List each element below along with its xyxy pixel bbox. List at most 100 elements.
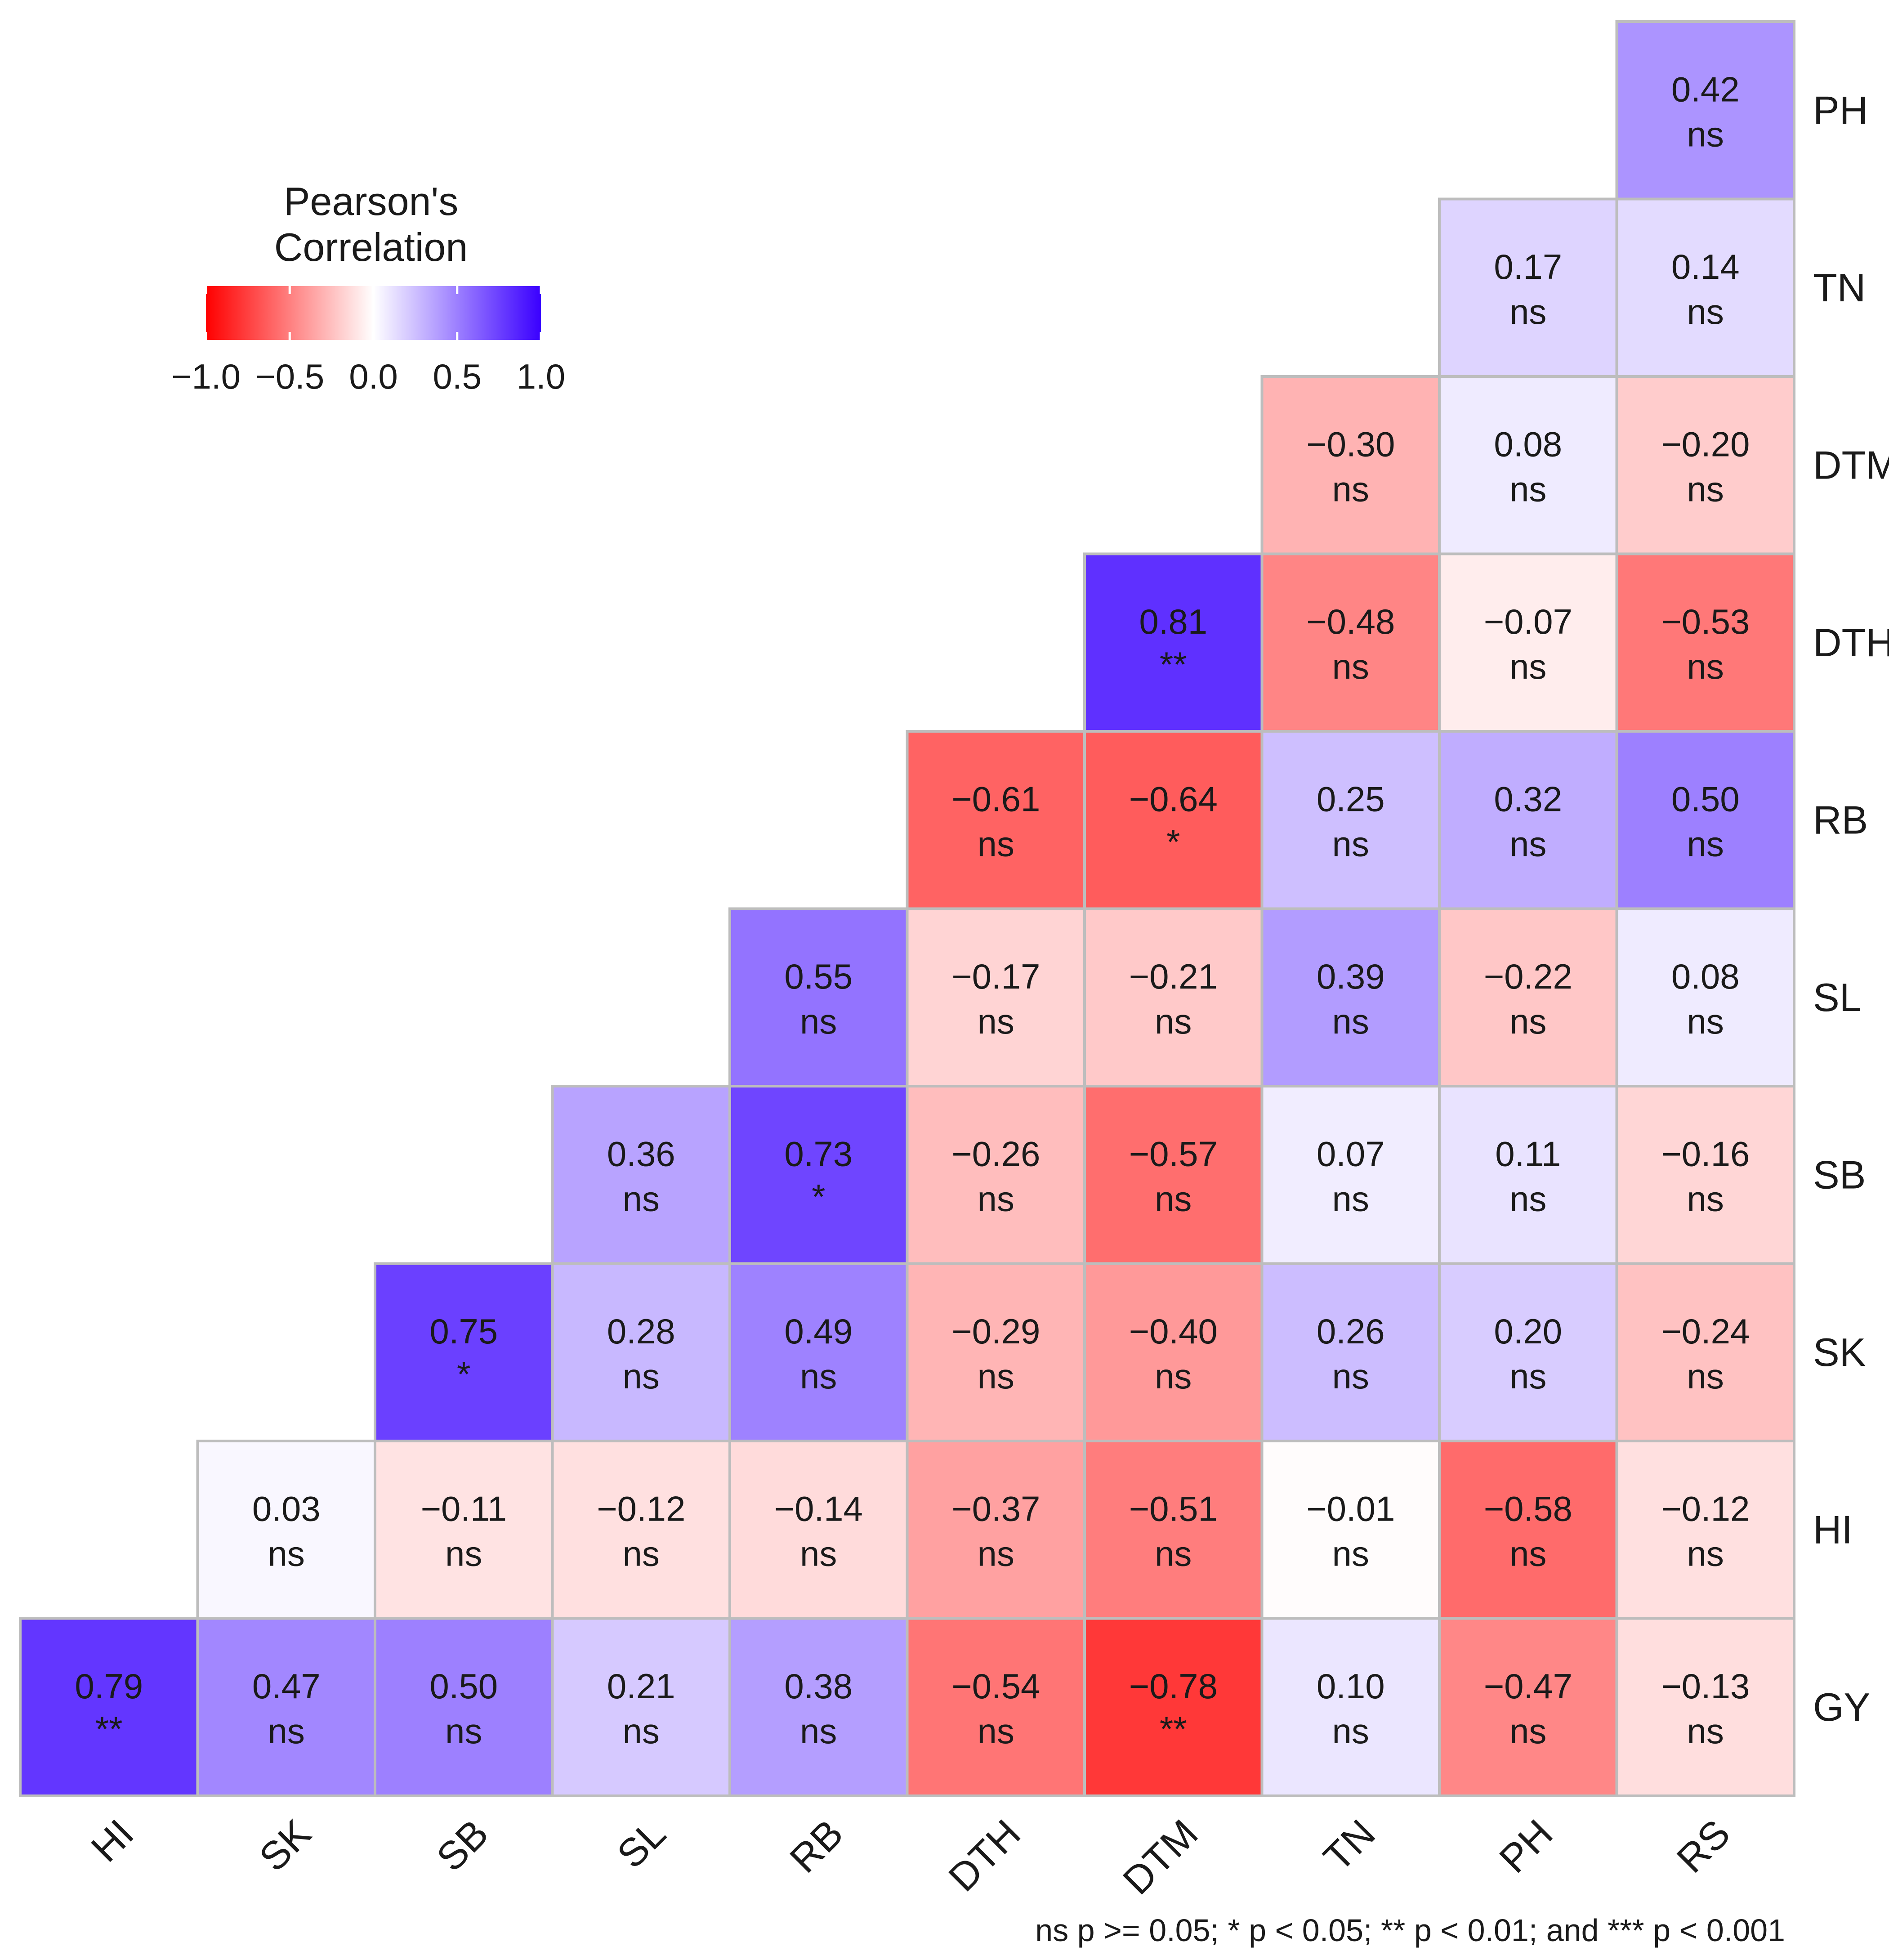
heatmap-cell: 0.03 ns	[196, 1440, 376, 1620]
heatmap-cell-fill	[1615, 907, 1795, 1087]
heatmap-cell-fill	[1615, 1440, 1795, 1620]
heatmap-cell-fill	[1615, 197, 1795, 378]
heatmap-cell-fill	[551, 1617, 731, 1797]
y-axis-label: SK	[1813, 1330, 1866, 1374]
heatmap-cell-fill	[1615, 1617, 1795, 1797]
heatmap-cell-fill	[906, 730, 1086, 910]
heatmap-cell-fill	[1260, 552, 1441, 733]
cell-value-label: 0.25	[1317, 779, 1385, 819]
heatmap-cell-fill	[906, 1085, 1086, 1265]
cell-significance-label: ns	[978, 1534, 1014, 1573]
heatmap-cell: 0.75*	[374, 1262, 554, 1442]
heatmap-cell-fill	[906, 907, 1086, 1087]
heatmap-cell-fill	[906, 1617, 1086, 1797]
heatmap-cell-fill	[551, 1085, 731, 1265]
heatmap-cell: 0.50 ns	[374, 1617, 554, 1797]
cell-significance-label: *	[812, 1177, 825, 1216]
cell-significance-label: ns	[1687, 1002, 1724, 1041]
cell-value-label: 0.21	[607, 1666, 675, 1706]
cell-significance-label: ns	[978, 1356, 1014, 1396]
cell-significance-label: ns	[1155, 1356, 1192, 1396]
x-axis-label: RB	[781, 1811, 851, 1881]
cell-value-label: −0.29	[951, 1311, 1040, 1351]
heatmap-cell: −0.13 ns	[1615, 1617, 1795, 1797]
heatmap-cell: 0.25 ns	[1260, 730, 1441, 910]
cell-significance-label: *	[1166, 822, 1180, 861]
heatmap-cell-fill	[1438, 197, 1618, 378]
cell-significance-label: **	[1160, 1709, 1187, 1749]
cell-significance-label: ns	[1687, 1356, 1724, 1396]
cell-value-label: 0.55	[784, 957, 853, 996]
cell-significance-label: ns	[800, 1002, 837, 1041]
cell-value-label: −0.13	[1661, 1666, 1750, 1706]
cell-significance-label: ns	[1687, 1179, 1724, 1218]
cell-significance-label: ns	[1332, 469, 1369, 509]
cell-value-label: 0.47	[252, 1666, 321, 1706]
heatmap-cell: −0.24 ns	[1615, 1262, 1795, 1442]
heatmap-cell-fill	[1260, 1617, 1441, 1797]
cell-value-label: 0.42	[1671, 69, 1740, 109]
cell-significance-label: ns	[978, 1179, 1014, 1218]
cell-significance-label: **	[95, 1709, 123, 1749]
cell-value-label: −0.40	[1129, 1311, 1218, 1351]
heatmap-cell-fill	[728, 1262, 909, 1442]
cell-value-label: −0.64	[1129, 779, 1218, 819]
heatmap-cell-fill	[1615, 375, 1795, 555]
x-axis-label: SK	[250, 1811, 319, 1879]
heatmap-cell: 0.79**	[19, 1617, 199, 1797]
cell-significance-label: ns	[1509, 1534, 1546, 1573]
heatmap-cell-fill	[374, 1617, 554, 1797]
heatmap-cell: −0.11 ns	[374, 1440, 554, 1620]
heatmap-cell-fill	[1438, 907, 1618, 1087]
cell-significance-label: ns	[1509, 1179, 1546, 1218]
cell-value-label: 0.08	[1494, 424, 1562, 464]
heatmap-cell: −0.37 ns	[906, 1440, 1086, 1620]
cell-significance-label: ns	[1687, 1711, 1724, 1751]
heatmap-cell: −0.17 ns	[906, 907, 1086, 1087]
heatmap-cell-fill	[1260, 375, 1441, 555]
heatmap-cell: −0.21 ns	[1083, 907, 1264, 1087]
cell-value-label: −0.47	[1484, 1666, 1572, 1706]
y-axis-label: HI	[1813, 1507, 1853, 1552]
cell-value-label: 0.07	[1317, 1134, 1385, 1173]
heatmap-cell-fill	[1438, 1440, 1618, 1620]
heatmap-cell: −0.14 ns	[728, 1440, 909, 1620]
cell-value-label: 0.20	[1494, 1311, 1562, 1351]
cell-significance-label: ns	[268, 1534, 305, 1573]
heatmap-cell: 0.42 ns	[1615, 20, 1795, 201]
cell-value-label: −0.61	[951, 779, 1040, 819]
heatmap-cell: −0.26 ns	[906, 1085, 1086, 1265]
cell-significance-label: ns	[1155, 1534, 1192, 1573]
y-axis-label: GY	[1813, 1685, 1870, 1729]
legend-tick-label: −0.5	[255, 357, 324, 396]
cell-significance-label: ns	[800, 1711, 837, 1751]
cell-value-label: −0.21	[1129, 957, 1218, 996]
heatmap-cell-fill	[1438, 730, 1618, 910]
heatmap-cell-fill	[196, 1617, 376, 1797]
cell-value-label: −0.12	[1661, 1489, 1750, 1528]
cell-value-label: −0.37	[951, 1489, 1040, 1528]
heatmap-cell: 0.07 ns	[1260, 1085, 1441, 1265]
heatmap-cell: −0.53 ns	[1615, 552, 1795, 733]
heatmap-cell: −0.54 ns	[906, 1617, 1086, 1797]
cell-value-label: 0.32	[1494, 779, 1562, 819]
heatmap-cell: −0.58 ns	[1438, 1440, 1618, 1620]
cell-value-label: 0.50	[429, 1666, 498, 1706]
y-axis-label: RB	[1813, 797, 1868, 842]
cell-value-label: −0.26	[951, 1134, 1040, 1173]
cell-value-label: 0.28	[607, 1311, 675, 1351]
cell-value-label: −0.16	[1661, 1134, 1750, 1173]
cell-value-label: 0.10	[1317, 1666, 1385, 1706]
heatmap-cell-fill	[1260, 1262, 1441, 1442]
cell-significance-label: ns	[1332, 1002, 1369, 1041]
cell-value-label: 0.50	[1671, 779, 1740, 819]
cell-value-label: −0.07	[1484, 602, 1572, 641]
cell-value-label: −0.48	[1306, 602, 1395, 641]
cell-value-label: 0.03	[252, 1489, 321, 1528]
heatmap-cell: 0.32 ns	[1438, 730, 1618, 910]
cell-value-label: −0.20	[1661, 424, 1750, 464]
heatmap-cell: −0.12 ns	[1615, 1440, 1795, 1620]
heatmap-cell-fill	[374, 1440, 554, 1620]
heatmap-cell-fill	[1083, 1262, 1264, 1442]
